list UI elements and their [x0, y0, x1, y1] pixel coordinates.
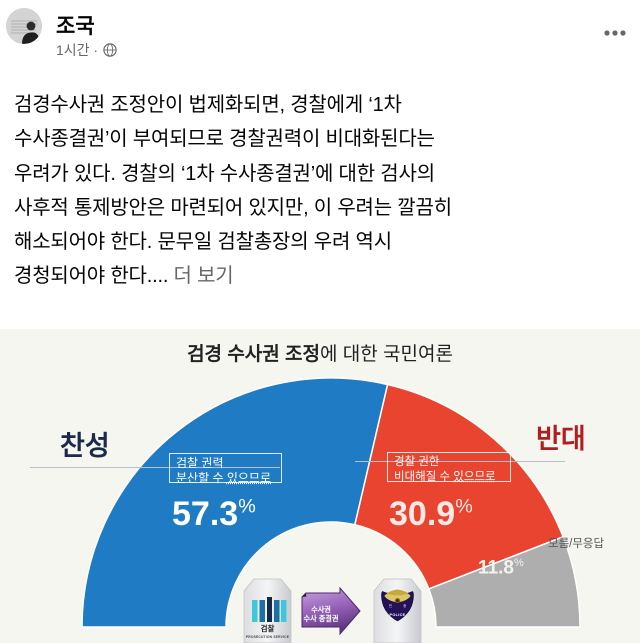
svg-text:수사 종결권: 수사 종결권 [303, 614, 338, 623]
svg-text:중: 중 [403, 604, 406, 608]
svg-text:민: 민 [389, 603, 392, 608]
svg-text:수사권: 수사권 [311, 605, 331, 614]
svg-text:PROSECUTION SERVICE: PROSECUTION SERVICE [246, 635, 290, 639]
svg-text:검찰: 검찰 [261, 623, 275, 633]
svg-text:POLICE: POLICE [390, 613, 406, 617]
